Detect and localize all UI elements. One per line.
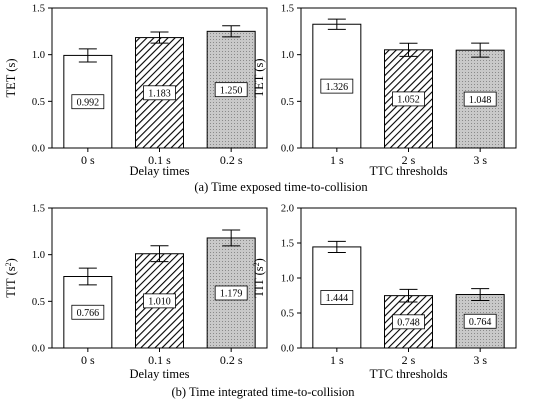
x-axis-label: Delay times (129, 164, 189, 178)
y-axis-label: TIT (s2) (252, 258, 267, 298)
x-tick-label: 0.2 s (220, 353, 243, 367)
y-axis-label: TET (s) (252, 59, 266, 98)
x-tick-label: 0.1 s (148, 153, 171, 167)
y-tick-label: 0.5 (32, 297, 45, 308)
data-label: 0.992 (77, 97, 100, 108)
data-label: 0.748 (397, 318, 420, 329)
x-tick-label: 3 s (473, 353, 487, 367)
data-label-box (143, 293, 176, 309)
data-label-box (71, 94, 105, 110)
x-tick-label: 0 s (81, 153, 95, 167)
data-label: 1.052 (397, 95, 420, 106)
data-label: 0.764 (469, 317, 492, 328)
data-label: 1.010 (148, 297, 171, 308)
y-tick-label: 1.0 (32, 250, 45, 261)
x-tick-label: 0.1 s (148, 353, 171, 367)
y-tick-label: 0.5 (32, 97, 45, 108)
y-tick-label: 0.0 (32, 144, 45, 155)
chart-panel-tit-delay: 0.0 0.5 1.0 1.5 TIT (s2) Delay times 0.766 0 s 1… (4, 204, 268, 381)
y-tick-label: 1.0 (281, 274, 294, 285)
x-axis-label: Delay times (129, 367, 189, 381)
y-tick-label: 1.0 (281, 50, 294, 61)
chart-panel-tit-threshold: 0.0 0.5 1.0 1.5 2.0 TIT (s2) TTC thresholds 1.4… (252, 204, 517, 381)
y-tick-label: 0.0 (281, 344, 294, 355)
caption-a: (a) Time exposed time-to-collision (194, 180, 368, 194)
data-label: 1.326 (326, 82, 349, 93)
data-label-box (463, 313, 497, 329)
data-label-box (214, 285, 248, 301)
data-label-box (320, 78, 354, 94)
x-tick-label: 1 s (330, 153, 344, 167)
data-label: 1.444 (326, 293, 349, 304)
y-tick-label: 0.0 (281, 144, 294, 155)
data-label: 1.250 (220, 85, 243, 96)
x-tick-label: 2 s (402, 353, 416, 367)
y-tick-label: 0.0 (32, 344, 45, 355)
y-tick-label: 1.5 (281, 4, 294, 15)
data-label-box (320, 290, 354, 305)
y-tick-label: 2.0 (281, 204, 294, 215)
data-label: 1.048 (469, 95, 492, 106)
x-tick-label: 0 s (81, 353, 95, 367)
x-axis-label: TTC thresholds (369, 367, 447, 381)
y-axis-label: TIT (s2) (4, 258, 19, 298)
data-label-box (392, 91, 425, 107)
data-label: 1.179 (220, 289, 243, 300)
y-tick-label: 1.5 (281, 239, 294, 250)
chart-panel-tet-threshold: 0.0 0.5 1.0 1.5 TET (s) TTC thresholds 1.326 1 … (252, 4, 517, 178)
x-tick-label: 2 s (402, 153, 416, 167)
y-tick-label: 1.5 (32, 204, 45, 215)
caption-b: (b) Time integrated time-to-collision (172, 385, 356, 399)
data-label-box (463, 91, 497, 107)
y-tick-label: 1.5 (32, 4, 45, 15)
chart-panel-tet-delay: 0.0 0.5 1.0 1.5 TET (s) Delay times 0.992 0 s 1.… (4, 4, 268, 178)
data-label-box (392, 314, 425, 330)
data-label: 0.766 (77, 308, 100, 319)
data-label-box (214, 82, 248, 98)
x-tick-label: 3 s (473, 153, 487, 167)
data-label-box (143, 85, 176, 101)
x-tick-label: 1 s (330, 353, 344, 367)
y-tick-label: 0.5 (281, 97, 294, 108)
data-label-box (71, 304, 105, 320)
x-tick-label: 0.2 s (220, 153, 243, 167)
y-tick-label: 0.5 (281, 309, 294, 320)
data-label: 1.183 (148, 88, 171, 99)
y-axis-label: TET (s) (4, 59, 18, 98)
x-axis-label: TTC thresholds (369, 164, 447, 178)
y-tick-label: 1.0 (32, 50, 45, 61)
